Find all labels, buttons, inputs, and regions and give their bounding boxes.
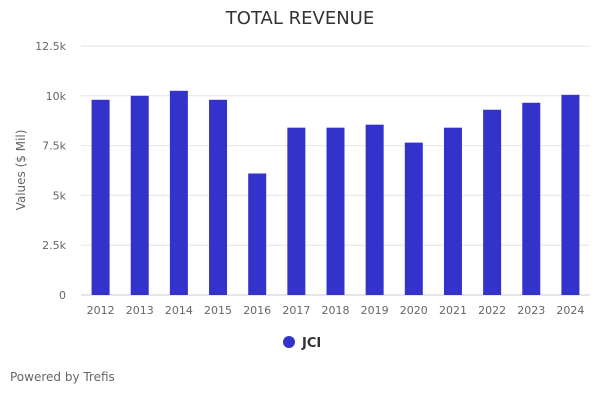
chart-title: TOTAL REVENUE: [225, 8, 374, 29]
y-axis-label: Values ($ Mil): [14, 130, 28, 211]
x-tick-label: 2017: [282, 304, 310, 317]
x-tick-label: 2013: [126, 304, 154, 317]
x-tick-label: 2015: [204, 304, 232, 317]
bar-2017[interactable]: [287, 127, 306, 295]
powered-by-text: Powered by Trefis: [10, 370, 115, 384]
x-tick-label: 2021: [439, 304, 467, 317]
bar-2019[interactable]: [365, 124, 384, 296]
bar-2022[interactable]: [483, 109, 502, 296]
x-tick-label: 2024: [556, 304, 584, 317]
x-axis-ticks: 2012 2013 2014 2015 2016 2017 2018 2019 2020 2021…: [87, 304, 585, 317]
y-tick-label: 0: [59, 289, 66, 302]
x-tick-label: 2023: [517, 304, 545, 317]
bar-2020[interactable]: [404, 142, 423, 295]
legend[interactable]: JCI: [283, 336, 321, 351]
powered-by-footer: Powered by Trefis: [10, 370, 115, 384]
y-tick-label: 12.5k: [35, 40, 66, 53]
y-tick-label: 7.5k: [42, 140, 66, 153]
y-tick-label: 2.5k: [42, 239, 66, 252]
y-tick-label: 5k: [53, 189, 67, 202]
x-tick-label: 2016: [243, 304, 271, 317]
x-tick-label: 2020: [400, 304, 428, 317]
bar-2012[interactable]: [91, 99, 110, 295]
bar-2015[interactable]: [209, 99, 228, 295]
x-tick-label: 2014: [165, 304, 193, 317]
bar-series-jci: [91, 90, 580, 296]
legend-label-jci[interactable]: JCI: [301, 336, 321, 351]
legend-marker-jci[interactable]: [283, 336, 295, 348]
bar-2016[interactable]: [248, 173, 267, 295]
bar-2013[interactable]: [130, 95, 149, 295]
x-tick-label: 2012: [87, 304, 115, 317]
bar-2014[interactable]: [169, 90, 188, 295]
x-tick-label: 2019: [361, 304, 389, 317]
x-tick-label: 2022: [478, 304, 506, 317]
y-tick-label: 10k: [46, 90, 67, 103]
bar-2023[interactable]: [522, 102, 541, 296]
y-axis-ticks: 0 2.5k 5k 7.5k 10k 12.5k: [35, 40, 66, 302]
x-tick-label: 2018: [322, 304, 350, 317]
bar-2018[interactable]: [326, 127, 345, 295]
bar-2024[interactable]: [561, 94, 580, 295]
bar-2021[interactable]: [443, 127, 462, 295]
